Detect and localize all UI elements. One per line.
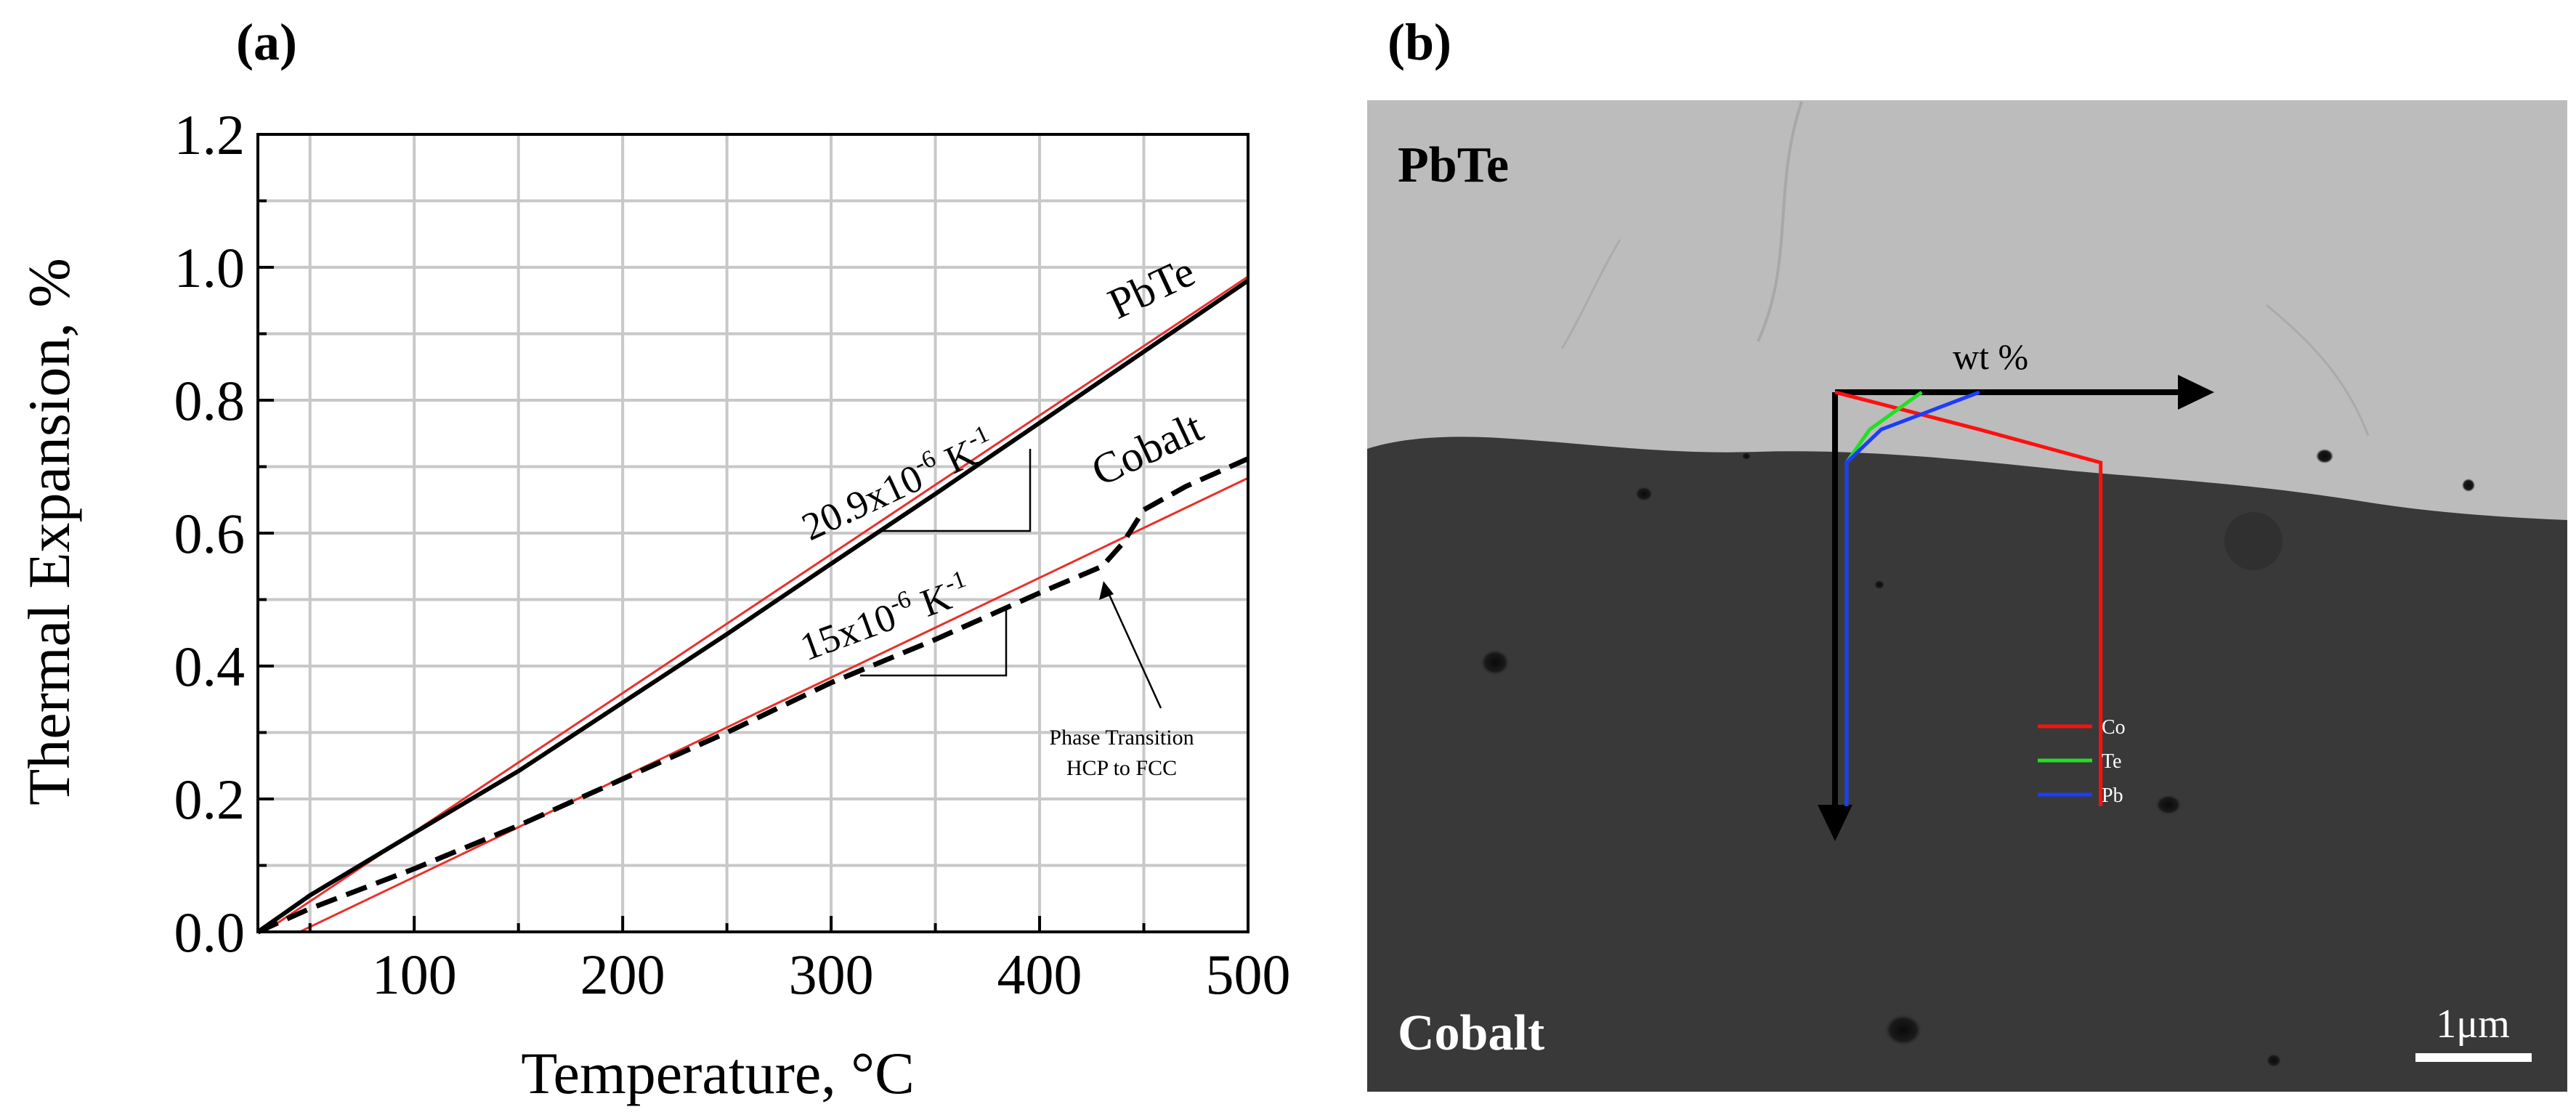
scale-bar: [2415, 1053, 2532, 1062]
scale-bar-label: 1μm: [2436, 1002, 2510, 1047]
x-tick-label: 400: [997, 943, 1082, 1006]
pbte-slope-label: 20.9x10-6 K-1: [794, 420, 1001, 548]
legend-pb-label: Pb: [2102, 784, 2123, 807]
pbte-curve-label: PbTe: [1101, 247, 1202, 328]
x-tick-label: 500: [1206, 943, 1291, 1006]
chart-series-lines: [256, 278, 1249, 935]
sem-grain-line: [1757, 101, 1803, 342]
sem-pit: [1635, 487, 1653, 501]
panel-a-label: (a): [236, 13, 297, 71]
panel-b-label: (b): [1388, 13, 1451, 71]
x-tick-label: 100: [372, 943, 457, 1006]
profile-line-co: [1834, 390, 2103, 806]
wt-axis-label: wt %: [1953, 336, 2028, 377]
y-tick-label: 1.2: [174, 103, 246, 166]
chart-gridlines: [258, 134, 1248, 932]
sem-pit: [1742, 453, 1751, 460]
phase-transition-arrowhead: [1099, 581, 1114, 600]
sem-pit: [2224, 512, 2283, 570]
sem-legend: Co Te Pb: [2038, 716, 2126, 807]
sem-grain-line: [2266, 304, 2370, 437]
sem-micrograph: PbTe Cobalt wt % Co Te Pb 1μm: [1367, 100, 2567, 1092]
x-tick-label: 300: [789, 943, 874, 1006]
phase-transition-arrow: [1104, 586, 1162, 709]
chart-ticks: [258, 133, 1249, 932]
sem-pit: [2316, 449, 2333, 463]
cobalt-slope-label: 15x10-6 K-1: [794, 566, 976, 670]
x-axis-title: Temperature, °C: [521, 1040, 915, 1106]
legend-te-label: Te: [2102, 750, 2122, 773]
sem-pit: [1481, 649, 1510, 675]
line-scan-profiles: [1834, 390, 2103, 806]
sem-pit: [2267, 1054, 2281, 1067]
y-axis-title: Thermal Expansion, %: [16, 258, 82, 805]
phase-transition-line2: HCP to FCC: [1066, 756, 1177, 780]
sem-cobalt-label: Cobalt: [1398, 1005, 1544, 1061]
depth-axis-arrowhead: [1818, 805, 1852, 841]
sem-pit: [1884, 1014, 1922, 1046]
y-tick-label: 0.6: [174, 502, 246, 565]
sem-cobalt-region: [1367, 437, 2567, 1092]
thermal-expansion-chart: 100 200 300 400 500 0.0 0.2 0.4 0.6 0.8 1.0 1.2 Tem…: [16, 103, 1291, 1106]
sem-pbte-label: PbTe: [1398, 137, 1509, 193]
x-tick-label: 200: [580, 943, 665, 1006]
y-tick-label: 0.0: [174, 901, 246, 964]
legend-co-label: Co: [2102, 716, 2126, 739]
series-line-cobalt: [256, 456, 1249, 935]
y-tick-label: 0.8: [174, 369, 246, 432]
cobalt-slope-triangle: [860, 609, 1008, 677]
y-tick-label: 1.0: [174, 236, 246, 299]
sem-pit: [2155, 795, 2182, 815]
series-line-cobalt-fit: [299, 476, 1249, 933]
profile-line-pb: [1844, 390, 1980, 806]
sem-pit: [1874, 580, 1884, 589]
chart-tick-labels: 100 200 300 400 500 0.0 0.2 0.4 0.6 0.8 1.0 1.2: [174, 103, 1291, 1006]
y-tick-label: 0.2: [174, 768, 246, 831]
wt-axis-arrowhead: [2178, 375, 2214, 410]
sem-pit: [2462, 479, 2475, 492]
series-line-pbte: [256, 278, 1249, 934]
phase-transition-line1: Phase Transition: [1049, 726, 1194, 750]
pbte-slope-triangle: [882, 449, 1032, 532]
cobalt-curve-label: Cobalt: [1085, 402, 1210, 495]
sem-grain-line: [1560, 239, 1621, 349]
y-tick-label: 0.4: [174, 635, 246, 698]
